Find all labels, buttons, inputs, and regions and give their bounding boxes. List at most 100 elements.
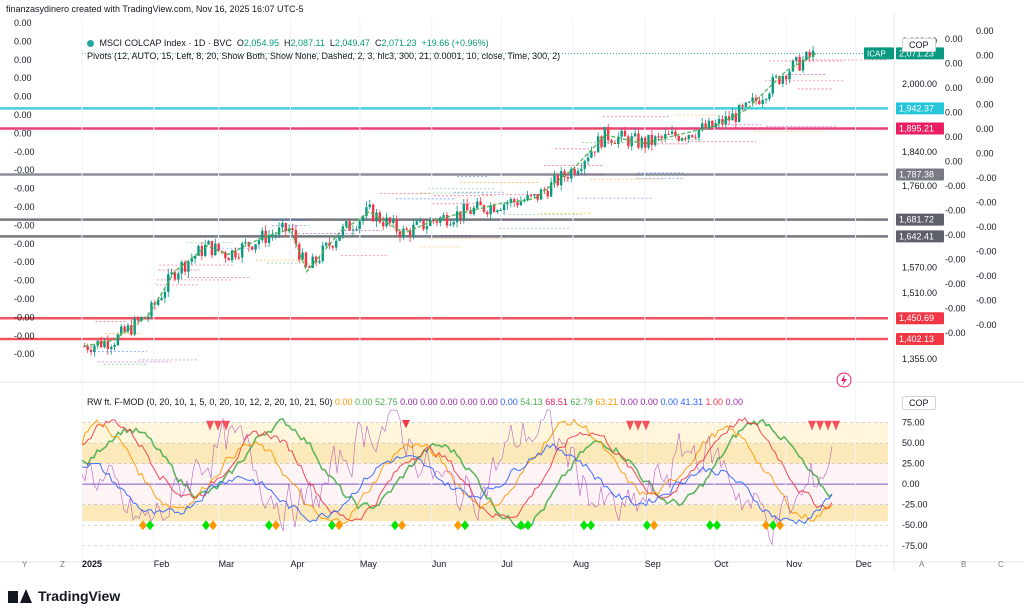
time-tick-label: Sep <box>645 559 661 569</box>
candle-body <box>788 71 791 80</box>
oscillator-value: 0.00 <box>617 397 638 407</box>
currency-label-main[interactable]: COP <box>902 38 936 52</box>
oscillator-value: 0.00 <box>352 397 373 407</box>
chart-frame[interactable]: 75.00 50.00 25.00 0.00 -25.00 -50.00 -75.00 ICA… <box>0 14 1024 570</box>
signal-diamond <box>517 520 525 531</box>
osc-tick-label: 75.00 <box>902 417 925 427</box>
osc-tick-label: 25.00 <box>902 459 925 469</box>
candle-body <box>130 325 133 335</box>
right-scale-label: -0.00 <box>976 173 997 183</box>
candle-body <box>492 205 496 213</box>
low-value: 2,049.47 <box>334 38 370 48</box>
candle-body <box>482 205 486 212</box>
oscillator-value: 0.00 <box>497 397 518 407</box>
signal-diamond <box>580 520 588 531</box>
candle-body <box>610 140 613 143</box>
price-badge-text: 2,071.23 <box>899 48 934 58</box>
right-scale-label: -0.00 <box>945 255 966 265</box>
candle-body <box>781 75 785 84</box>
candle-body <box>516 202 519 206</box>
candle-body <box>741 105 744 107</box>
candle-body <box>553 175 556 183</box>
signal-diamond <box>650 520 658 531</box>
candle-body <box>449 224 452 226</box>
oscillator-values: 0.00 0.00 52.75 0.00 0.00 0.00 0.00 0.00… <box>335 397 743 407</box>
candle-body <box>240 243 244 258</box>
candle-body <box>667 133 670 135</box>
right-scale-label: 0.00 <box>976 75 994 85</box>
candle-body <box>418 219 422 222</box>
candle-body <box>539 189 543 200</box>
osc-band-lower <box>82 504 888 522</box>
candle-body <box>452 222 455 225</box>
signal-diamond <box>391 520 399 531</box>
candle-body <box>805 51 808 60</box>
candle-body <box>808 51 811 57</box>
candle-body <box>392 218 395 224</box>
candle-body <box>408 230 412 237</box>
price-badge <box>896 213 944 226</box>
candle-body <box>214 243 217 256</box>
symbol-title: MSCI COLCAP Index · 1D · BVC <box>99 38 232 48</box>
candle-body <box>113 345 116 348</box>
right-scale-label: 0.00 <box>976 100 994 110</box>
chart-svg[interactable]: 75.00 50.00 25.00 0.00 -25.00 -50.00 -75.00 ICA… <box>0 14 1024 570</box>
candle-body <box>657 136 660 138</box>
candle-body <box>684 138 687 140</box>
oscillator-value: 54.13 <box>517 397 543 407</box>
candle-body <box>227 258 230 261</box>
candle-body <box>559 171 563 186</box>
candle-body <box>435 221 439 223</box>
candle-body <box>778 76 781 84</box>
signal-diamond <box>524 520 532 531</box>
candle-body <box>489 205 492 215</box>
candle-body <box>301 252 304 260</box>
candle-body <box>177 273 180 280</box>
currency-label-osc[interactable]: COP <box>902 396 936 410</box>
candle-body <box>617 136 620 144</box>
price-tick-label: 1,840.00 <box>902 147 937 157</box>
candle-body <box>600 136 603 148</box>
price-tick-label: 2,000.00 <box>902 79 937 89</box>
oscillator-value: 0.00 <box>437 397 458 407</box>
pivots-legend: Pivots (12, AUTO, 15, Left, 8, 20, Show … <box>87 51 561 61</box>
candle-body <box>499 209 502 211</box>
signal-diamond <box>643 520 651 531</box>
time-tick-label: Oct <box>714 559 729 569</box>
oscillator-line <box>81 418 833 525</box>
candle-body <box>620 130 623 137</box>
oscillator-value: 63.21 <box>592 397 618 407</box>
signal-diamond <box>454 520 462 531</box>
candle-body <box>724 116 727 125</box>
candle-body <box>183 261 187 272</box>
candle-body <box>476 201 479 208</box>
time-tick-label: Dec <box>856 559 873 569</box>
candle-body <box>512 199 516 203</box>
candle-body <box>140 317 143 321</box>
osc-tick-label: -25.00 <box>902 500 928 510</box>
oscillator-value: 0.00 <box>457 397 478 407</box>
high-value: 2,087.11 <box>290 38 325 48</box>
signal-diamond <box>209 520 217 531</box>
price-badge <box>896 332 944 345</box>
candle-body <box>751 97 754 102</box>
candle-body <box>331 245 335 248</box>
candle-body <box>637 133 640 148</box>
candle-body <box>758 100 761 104</box>
candle-body <box>378 212 382 223</box>
price-badge-text: 1,787.38 <box>899 170 934 180</box>
left-scale-label: -0.00 <box>14 147 35 157</box>
candle-body <box>136 318 140 321</box>
candle-body <box>704 123 707 129</box>
candle-body <box>99 340 103 348</box>
candle-body <box>388 217 392 224</box>
candle-body <box>415 221 418 225</box>
price-tick-label: 1,355.00 <box>902 354 937 364</box>
candle-body <box>361 216 365 222</box>
candle-body <box>217 243 220 251</box>
time-tick-label: Apr <box>290 559 304 569</box>
symbol-badge-text: ICAP <box>867 49 886 58</box>
oscillator-line <box>81 409 833 546</box>
candle-body <box>355 228 358 230</box>
left-scale-label: -0.00 <box>14 202 35 212</box>
